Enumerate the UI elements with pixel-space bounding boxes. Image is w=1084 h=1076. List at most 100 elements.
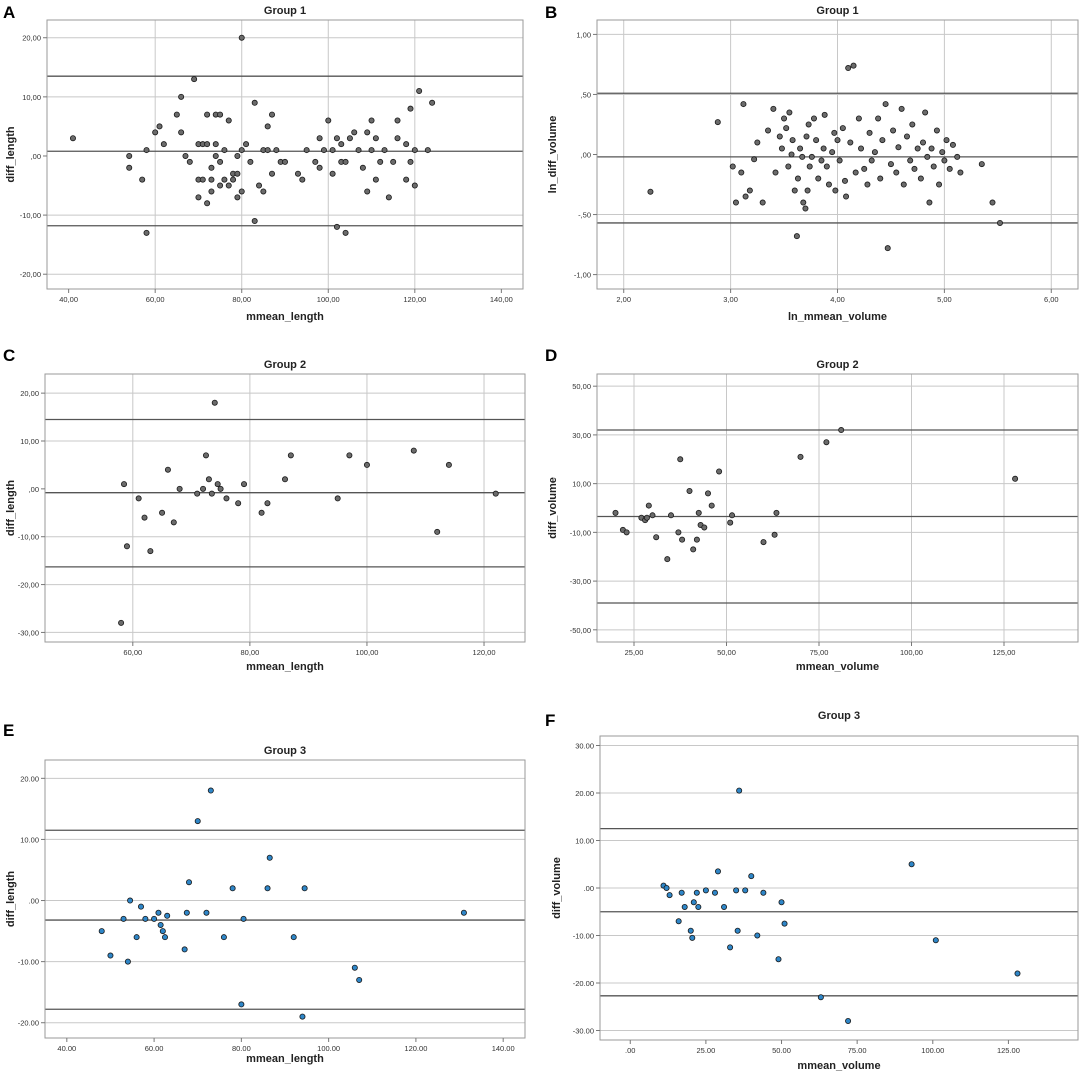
y-tick-label: -20.00 <box>18 1019 39 1028</box>
data-point <box>843 193 850 200</box>
data-point <box>733 887 740 894</box>
data-point <box>194 490 201 497</box>
data-point <box>1014 970 1021 977</box>
y-tick-label: -20.00 <box>573 979 594 988</box>
data-point <box>356 976 363 983</box>
x-tick-label: 125,00 <box>993 648 1016 657</box>
x-tick-label: 25,00 <box>625 648 644 657</box>
data-point <box>208 164 215 171</box>
data-point <box>217 182 224 189</box>
data-point <box>247 158 254 165</box>
data-point <box>690 899 697 906</box>
data-point <box>813 137 820 144</box>
data-point <box>269 170 276 177</box>
x-axis-label: mmean_volume <box>797 1060 880 1072</box>
x-tick-label: 140,00 <box>490 295 513 304</box>
x-tick-label: 40.00 <box>57 1044 76 1053</box>
data-point <box>884 245 891 252</box>
data-point <box>825 181 832 188</box>
data-point <box>746 187 753 194</box>
data-point <box>333 223 340 230</box>
data-point <box>217 158 224 165</box>
chart-svg-b: B 2,00 3,00 4,00 5,00 6,00 -1,00 -,50 ,00 ,50 1,00… <box>545 3 1079 323</box>
data-point <box>729 512 736 519</box>
data-point <box>372 135 379 142</box>
data-point <box>868 157 875 164</box>
data-point <box>155 909 162 916</box>
data-point <box>704 490 711 497</box>
data-point <box>394 135 401 142</box>
data-point <box>679 536 686 543</box>
data-point <box>281 476 288 483</box>
data-point <box>907 157 914 164</box>
chart-panel-e: E 40.00 60.00 80.00 100.00 120.00 140.00 -20.00… <box>0 710 542 1076</box>
data-point <box>836 157 843 164</box>
y-tick-label: -10.00 <box>573 932 594 941</box>
data-point <box>781 115 788 122</box>
data-point <box>199 176 206 183</box>
data-point <box>403 141 410 148</box>
data-point <box>294 170 301 177</box>
data-point <box>135 495 142 502</box>
data-point <box>299 1013 306 1020</box>
data-point <box>711 889 718 896</box>
chart-title: Group 1 <box>816 5 858 17</box>
data-point <box>793 233 800 240</box>
data-point <box>208 176 215 183</box>
data-point <box>238 1001 245 1008</box>
data-point <box>329 170 336 177</box>
data-point <box>775 956 782 963</box>
data-point <box>808 153 815 160</box>
data-point <box>675 529 682 536</box>
data-point <box>647 188 654 195</box>
chart-svg-c: C 60,00 80,00 100,00 120,00 -30,00 -20,00 -10,0… <box>3 346 526 673</box>
data-point <box>121 481 128 488</box>
y-tick-label: 10.00 <box>575 837 594 846</box>
data-point <box>264 885 271 892</box>
chart-title: Group 3 <box>264 745 306 757</box>
data-point <box>225 117 232 124</box>
data-point <box>1012 475 1019 482</box>
data-point <box>127 897 134 904</box>
data-point <box>933 127 940 134</box>
data-point <box>338 141 345 148</box>
y-tick-label: .00 <box>29 897 39 906</box>
chart-panel-f: F .00 25.00 50.00 75.00 100.00 125.00 -30.00 -20… <box>542 700 1084 1076</box>
data-point <box>817 994 824 1001</box>
data-point <box>778 899 785 906</box>
data-point <box>256 182 263 189</box>
x-axis-label: mmean_length <box>246 661 324 673</box>
data-point <box>264 123 271 130</box>
y-tick-label: 20.00 <box>20 774 39 783</box>
data-point <box>924 153 931 160</box>
data-point <box>164 912 171 919</box>
data-point <box>359 164 366 171</box>
data-point <box>181 946 188 953</box>
chart-title: Group 2 <box>816 359 858 371</box>
chart-svg-a: A 40,00 60,00 80,00 100,00 120,00 140,00 -20,00… <box>3 3 524 323</box>
data-point <box>160 141 167 148</box>
data-point <box>847 139 854 146</box>
y-axis-label: diff_volume <box>547 477 559 539</box>
data-point <box>173 111 180 118</box>
panel-letter: E <box>3 721 14 740</box>
data-point <box>834 137 841 144</box>
data-point <box>334 495 341 502</box>
data-point <box>786 109 793 116</box>
y-tick-label: 20,00 <box>20 389 39 398</box>
x-tick-label: 60.00 <box>145 1044 164 1053</box>
data-point <box>320 147 327 154</box>
data-point <box>410 447 417 454</box>
y-tick-label: -,50 <box>578 211 591 220</box>
data-point <box>434 528 441 535</box>
data-point <box>675 918 682 925</box>
data-point <box>312 158 319 165</box>
data-point <box>716 468 723 475</box>
y-tick-label: -30,00 <box>570 577 591 586</box>
y-tick-label: ,00 <box>31 152 41 161</box>
data-point <box>266 854 273 861</box>
x-tick-label: 100,00 <box>900 648 923 657</box>
data-point <box>221 176 228 183</box>
data-point <box>653 534 660 541</box>
data-point <box>754 139 761 146</box>
